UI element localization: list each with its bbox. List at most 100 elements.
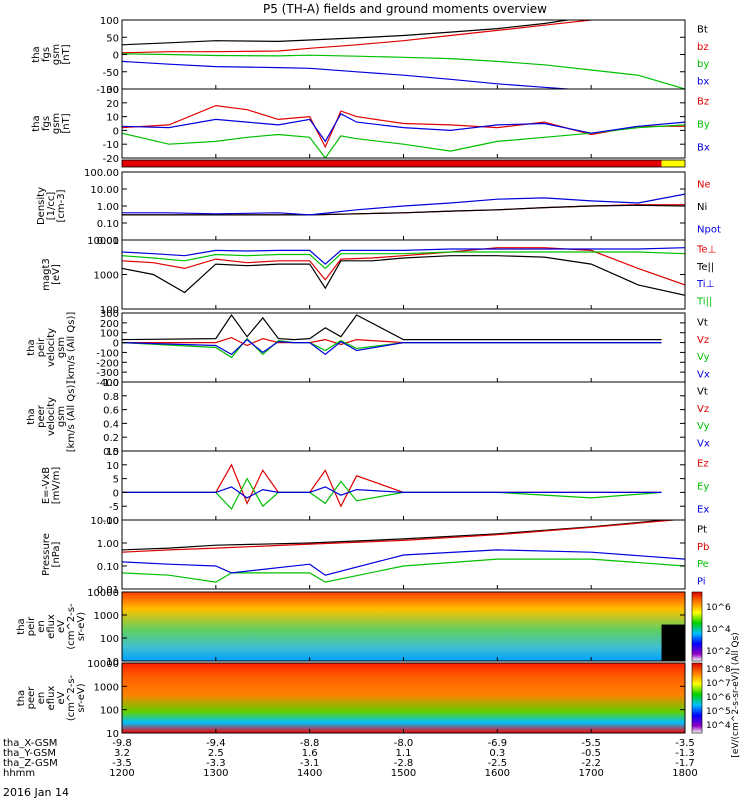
- series-fgs_gsm-bx: [122, 60, 577, 89]
- ephemeris-value: 1400: [297, 768, 322, 779]
- ylabel-line: gsm: [56, 406, 67, 427]
- ytick-label-efield: -5: [109, 502, 119, 513]
- series-pressure-Pt: [122, 520, 673, 551]
- ytick-label-fgs_gsm: 100: [100, 16, 119, 27]
- legend-pressure-Pt: Pt: [697, 525, 707, 536]
- series-fgs_gsm_zoom-Bx: [122, 112, 685, 143]
- ytick-label-peir_velocity: 0: [113, 339, 119, 350]
- ytick-label-efield: 10: [106, 461, 119, 472]
- ephemeris-value: 1700: [578, 768, 603, 779]
- ylabel-line: peer: [26, 686, 37, 710]
- ephemeris-value: -3.1: [300, 758, 320, 769]
- ytick-label-peer_velocity: 0.2: [103, 433, 119, 444]
- legend-fgs_gsm-Bt: Bt: [697, 25, 708, 36]
- ephemeris-value: 1.6: [302, 748, 318, 759]
- legend-density-Npot: Npot: [697, 225, 721, 236]
- legend-pressure-Pe: Pe: [697, 559, 709, 570]
- legend-density-Ni: Ni: [697, 202, 707, 213]
- ytick-label-peir_velocity: -200: [96, 358, 119, 369]
- mode-bar-frame: [121, 159, 686, 168]
- ephemeris-value: -2.5: [488, 758, 508, 769]
- ephemeris-value: -1.7: [675, 758, 695, 769]
- ytick-label-peer_velocity: 0.4: [103, 419, 119, 430]
- series-fgs_gsm-by: [122, 53, 685, 89]
- ylabel-line: tha: [31, 46, 42, 62]
- ytick-label-peer_eflux: 100: [100, 706, 119, 717]
- ytick-label-fgs_gsm_zoom: 20: [106, 99, 119, 110]
- ytick-label-density: 1.00: [97, 202, 119, 213]
- colorbar-tick: 10^2: [706, 647, 731, 657]
- ytick-label-peer_velocity: 0.8: [103, 392, 119, 403]
- ephemeris-value: -8.8: [300, 738, 320, 749]
- mode-bar-red: [122, 160, 662, 167]
- ylabel-line: sr-eV): [76, 612, 87, 641]
- ylabel-line: fgs: [41, 116, 52, 131]
- legend-peer_velocity-Vt: Vt: [697, 387, 708, 398]
- legend-peer_velocity-Vz: Vz: [697, 404, 709, 415]
- ephemeris-value: -2.2: [581, 758, 601, 769]
- ylabel-line: Density: [36, 187, 47, 225]
- ylabel-peer_eflux: tha peer en eflux eV (cm^2-s-sr-eV): [16, 674, 87, 721]
- ytick-label-pressure: 1.00: [97, 539, 119, 550]
- ytick-label-efield: 0: [113, 488, 119, 499]
- legend-fgs_gsm-by: by: [697, 59, 709, 70]
- ytick-label-peir_velocity: 300: [100, 309, 119, 320]
- series-peir_velocity-Vt: [122, 313, 662, 341]
- legend-peer_velocity-Vx: Vx: [697, 438, 710, 449]
- ylabel-density: Density [1/cc] [cm-3]: [36, 187, 67, 225]
- ylabel-line: Pressure: [41, 533, 52, 576]
- ylabel-line: tha: [26, 339, 37, 355]
- ylabel-line: peer: [36, 404, 47, 428]
- ylabel-line: eflux: [46, 686, 57, 711]
- ephemeris-value: 1300: [203, 768, 228, 779]
- series-fgs_gsm_zoom-Bz: [122, 104, 685, 149]
- ylabel-line: velocity: [46, 397, 57, 436]
- ylabel-line: [1/cc]: [46, 192, 57, 221]
- ephemeris-value: -3.3: [206, 758, 226, 769]
- ytick-label-pressure: 10.00: [90, 516, 119, 527]
- ytick-label-peer_eflux: 10000: [87, 659, 119, 670]
- ytick-label-fgs_gsm: 50: [106, 33, 119, 44]
- ephemeris-label: tha_Y-GSM: [3, 748, 56, 759]
- ytick-label-fgs_gsm_zoom: 0: [113, 126, 119, 137]
- ylabel-fgs_gsm_zoom: tha fgs gsm [nT]: [31, 113, 72, 134]
- frame-efield: [121, 450, 686, 521]
- ephemeris-value: -1.3: [675, 748, 695, 759]
- ylabel-line: eflux: [46, 614, 57, 639]
- ylabel-line: gsm: [51, 113, 62, 134]
- frame-peer_velocity: [121, 381, 686, 452]
- colorbar-tick: 10^4: [706, 721, 731, 731]
- ylabel-line: [cm-3]: [56, 189, 67, 222]
- ylabel-line: [mV/m]: [51, 467, 62, 505]
- legend-fgs_gsm_zoom-Bx: Bx: [697, 143, 710, 154]
- ylabel-line: en: [36, 620, 47, 633]
- legend-fgs_gsm_zoom-By: By: [697, 120, 710, 131]
- ephemeris-value: 2.5: [208, 748, 224, 759]
- legend-fgs_gsm-bz: bz: [697, 42, 709, 53]
- ytick-label-fgs_gsm: -100: [96, 85, 119, 96]
- legend-temperature-Te||: Te||: [696, 262, 714, 273]
- panel-peer_velocity: Vt Vz Vy Vx 1.0 0.8 0.6 0.4 0.2 0.0 tha peer velocit…: [26, 378, 710, 458]
- ylabel-peer_velocity: tha peer velocity gsm [km/s (All Qs)]: [26, 381, 77, 453]
- ylabel-line: tha: [31, 115, 42, 131]
- ylabel-line: eV: [56, 620, 67, 633]
- frame-fgs_gsm: [121, 19, 686, 90]
- panel-density: Ne Ni Npot 100.00 10.00 1.00 0.10 0.01 Density [1…: [36, 168, 721, 247]
- ylabel-line: en: [36, 692, 47, 705]
- mode-bar-yellow: [661, 160, 685, 167]
- ytick-label-fgs_gsm_zoom: -10: [103, 140, 119, 151]
- ytick-label-fgs_gsm_zoom: 10: [106, 113, 119, 124]
- ytick-label-peir_velocity: -100: [96, 348, 119, 359]
- ephemeris-value: 1500: [391, 768, 416, 779]
- series-density-Npot: [122, 193, 685, 216]
- mode-bar: [121, 159, 686, 168]
- ylabel-line: gsm: [56, 337, 67, 358]
- ephemeris-value: -3.5: [112, 758, 132, 769]
- ytick-label-peir_eflux: 100: [100, 634, 119, 645]
- ephemeris-value: 3.2: [114, 748, 130, 759]
- ephemeris-value: -5.5: [581, 738, 601, 749]
- ytick-label-fgs_gsm: -50: [103, 68, 119, 79]
- ytick-label-peir_eflux: 1000: [94, 611, 119, 622]
- ylabel-line: tha: [26, 408, 37, 424]
